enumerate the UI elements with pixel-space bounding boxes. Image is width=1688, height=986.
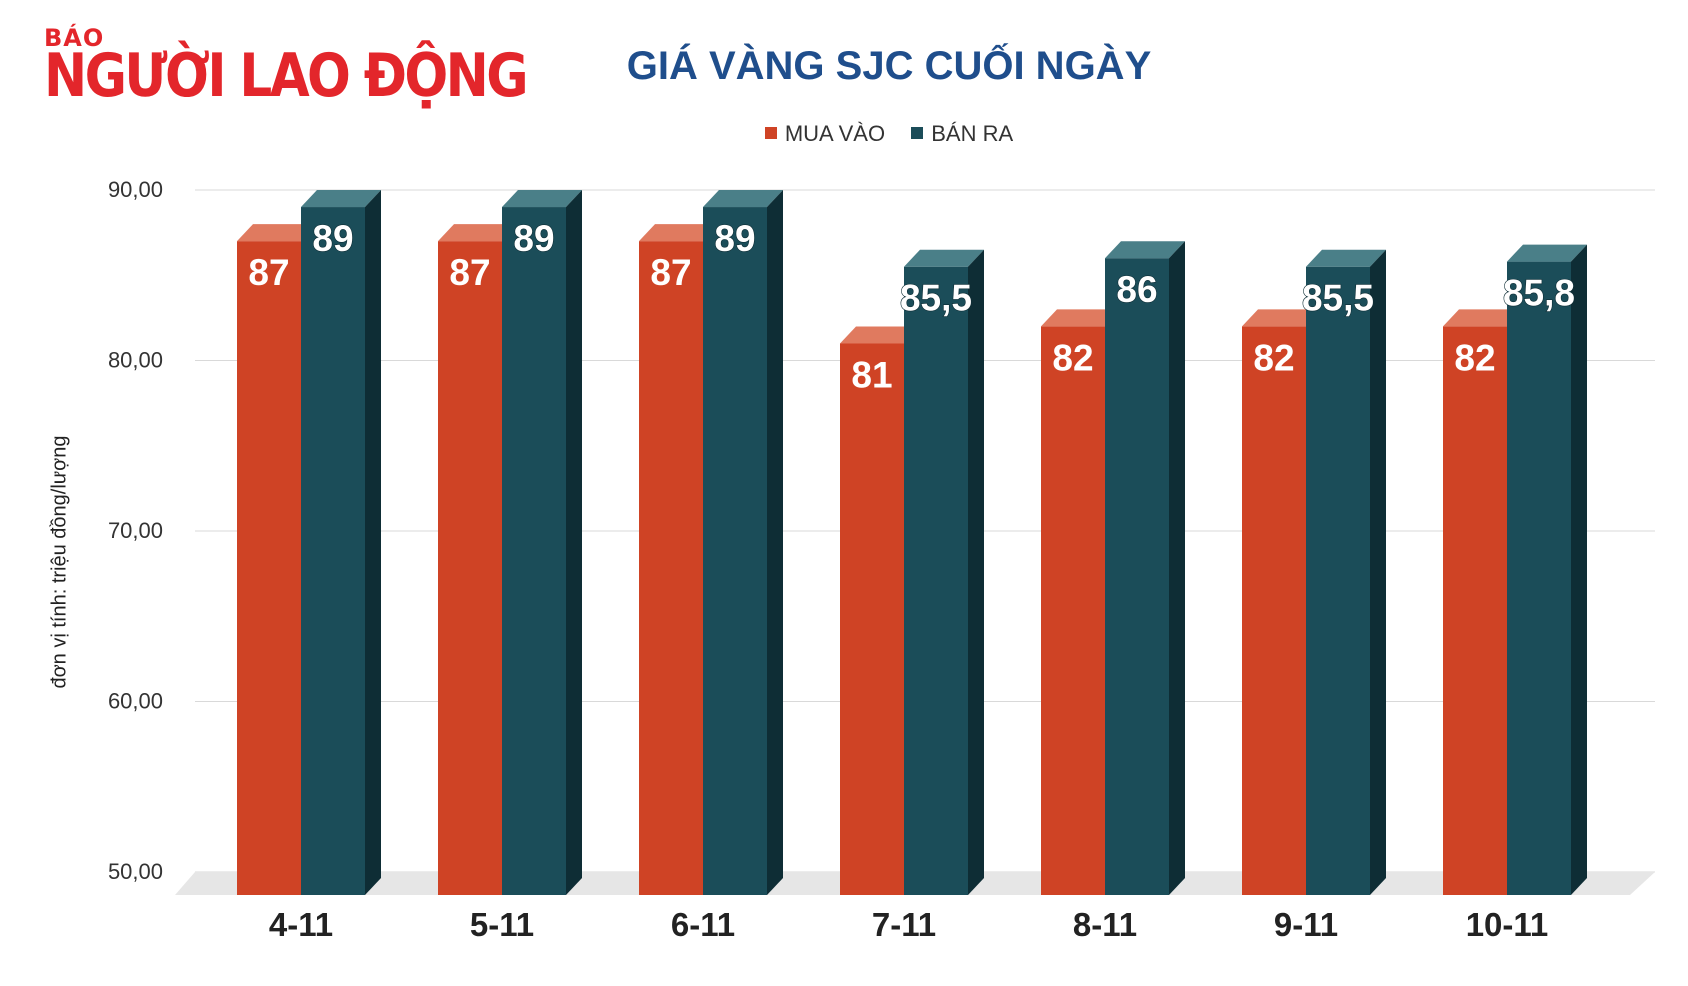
chart-legend: MUA VÀO BÁN RA [0, 121, 1688, 147]
bar-top [1041, 309, 1121, 327]
bar-side [968, 249, 984, 896]
x-tick-label: 8-11 [1073, 906, 1137, 943]
data-label: 85,5 [900, 278, 972, 319]
data-label: 82 [1253, 337, 1294, 378]
x-tick-label: 7-11 [872, 906, 936, 943]
bar-front [639, 241, 703, 895]
bar-top [1507, 244, 1587, 262]
bar-side [1370, 249, 1386, 896]
bar-front [1242, 326, 1306, 895]
bar-front [1443, 326, 1507, 895]
bar-top [438, 224, 518, 242]
bar-top [1443, 309, 1523, 327]
bar-top [1105, 241, 1185, 259]
y-tick-label: 90,00 [108, 177, 163, 202]
bar-side [1169, 241, 1185, 895]
y-tick-label: 50,00 [108, 859, 163, 884]
chart-title: GIÁ VÀNG SJC CUỐI NGÀY [626, 44, 1152, 88]
x-tick-label: 4-11 [269, 906, 333, 943]
data-label: 81 [851, 354, 892, 395]
legend-item-buy: MUA VÀO [764, 121, 886, 147]
bar-side [767, 190, 783, 896]
legend-label-buy: MUA VÀO [784, 121, 886, 146]
bar-top [1306, 249, 1386, 267]
bar-front [1041, 326, 1105, 895]
bar-side [365, 190, 381, 896]
data-label: 87 [248, 252, 289, 293]
y-tick-label: 80,00 [108, 348, 163, 373]
bar-side [1571, 244, 1587, 896]
bar-top [639, 224, 719, 242]
bar-top [904, 249, 984, 267]
legend-swatch-buy [764, 127, 777, 140]
data-label: 82 [1052, 337, 1093, 378]
data-label: 85,8 [1503, 273, 1575, 314]
x-tick-label: 10-11 [1466, 906, 1549, 943]
bar-front [840, 343, 904, 895]
data-label: 87 [449, 252, 490, 293]
bar-front [438, 241, 502, 895]
bar-front [237, 241, 301, 895]
bar-top [502, 190, 582, 208]
data-label: 87 [650, 252, 691, 293]
bar-front [904, 266, 968, 896]
bar-side [566, 190, 582, 896]
bar-top [840, 326, 920, 344]
bar-front [1306, 266, 1370, 896]
y-tick-label: 60,00 [108, 689, 163, 714]
bar-front [1105, 258, 1169, 895]
bar-top [1242, 309, 1322, 327]
data-label: 89 [312, 218, 353, 259]
publisher-logo: BÁO NGƯỜI LAO ĐỘNG [44, 26, 605, 106]
bar-top [301, 190, 381, 208]
x-tick-label: 5-11 [470, 906, 534, 943]
data-label: 86 [1116, 269, 1157, 310]
legend-swatch-sell [911, 127, 924, 140]
bar-front [703, 207, 767, 896]
data-label: 85,5 [1302, 278, 1374, 319]
data-label: 89 [513, 218, 554, 259]
legend-label-sell: BÁN RA [931, 121, 1014, 146]
x-tick-label: 6-11 [671, 906, 735, 943]
data-label: 82 [1454, 337, 1495, 378]
bar-front [502, 207, 566, 896]
y-tick-label: 70,00 [108, 518, 163, 543]
legend-item-sell: BÁN RA [911, 121, 1013, 147]
logo-small-text: BÁO [44, 24, 105, 52]
bar-top [703, 190, 783, 208]
data-label: 89 [714, 218, 755, 259]
logo-big-text: NGƯỜI LAO ĐỘNG [44, 41, 529, 111]
bar-front [301, 207, 365, 896]
x-tick-label: 9-11 [1274, 906, 1338, 943]
bar-front [1507, 261, 1571, 895]
bar-top [237, 224, 317, 242]
